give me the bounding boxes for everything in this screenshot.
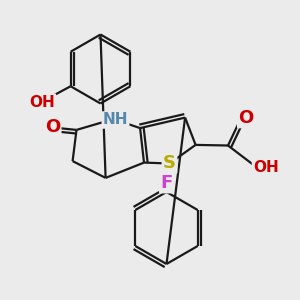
Text: NH: NH [103,112,128,128]
Text: F: F [160,174,172,192]
Text: OH: OH [29,95,55,110]
Text: O: O [45,118,60,136]
Text: OH: OH [253,160,279,175]
Text: O: O [238,109,253,127]
Text: S: S [163,154,176,172]
